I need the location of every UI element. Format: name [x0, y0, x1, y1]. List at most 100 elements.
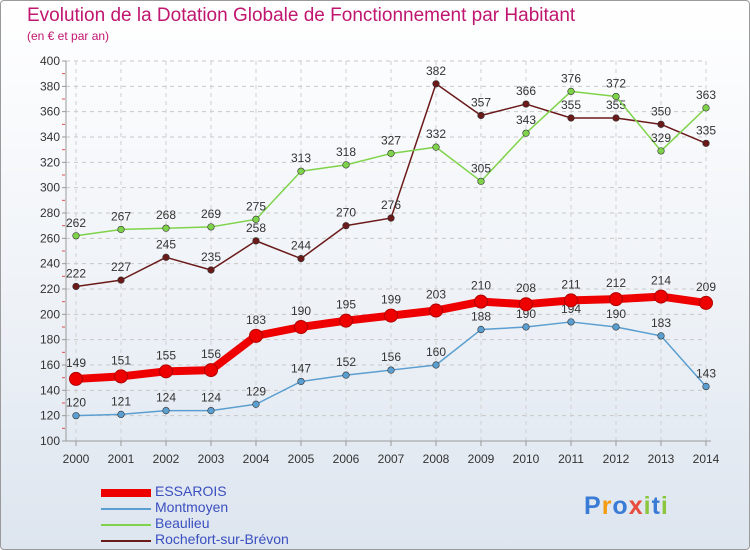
- data-point: [432, 143, 440, 151]
- data-point: [342, 161, 350, 169]
- data-point: [609, 292, 623, 307]
- data-point: [342, 222, 350, 230]
- x-tick-label: 2010: [513, 452, 540, 466]
- data-label: 268: [156, 208, 176, 222]
- data-label: 149: [66, 356, 86, 370]
- data-point: [252, 237, 260, 245]
- data-point: [474, 294, 488, 309]
- data-point: [297, 255, 305, 263]
- data-label: 269: [201, 207, 221, 221]
- data-label: 195: [336, 298, 356, 312]
- data-label: 275: [246, 199, 266, 213]
- data-point: [204, 363, 218, 378]
- data-label: 143: [696, 367, 716, 381]
- y-tick-label: 320: [40, 155, 60, 169]
- data-label: 188: [471, 310, 491, 324]
- data-point: [294, 320, 308, 334]
- data-point: [159, 364, 173, 379]
- data-label: 203: [426, 288, 446, 302]
- legend-swatch: [101, 540, 151, 542]
- data-point: [252, 215, 260, 223]
- data-label: 329: [651, 131, 671, 145]
- data-label: 210: [471, 279, 491, 293]
- data-label: 382: [426, 64, 446, 78]
- data-label: 129: [246, 384, 266, 398]
- data-point: [72, 232, 80, 240]
- data-label: 366: [516, 84, 536, 98]
- data-label: 120: [66, 396, 86, 410]
- data-label: 227: [111, 260, 131, 274]
- data-point: [432, 361, 440, 369]
- y-tick-label: 300: [40, 181, 60, 195]
- y-tick-label: 220: [40, 282, 60, 296]
- data-label: 376: [561, 71, 581, 85]
- data-label: 258: [246, 221, 266, 235]
- x-tick-label: 2012: [603, 452, 630, 466]
- data-label: 313: [291, 151, 311, 165]
- data-label: 235: [201, 250, 221, 264]
- x-tick-label: 2003: [198, 452, 225, 466]
- y-tick-label: 340: [40, 130, 60, 144]
- data-label: 199: [381, 293, 401, 307]
- x-tick-label: 2013: [648, 452, 675, 466]
- data-label: 214: [651, 274, 671, 288]
- data-point: [117, 276, 125, 284]
- y-tick-label: 120: [40, 409, 60, 423]
- x-tick-label: 2006: [333, 452, 360, 466]
- legend-label: Montmoyen: [155, 499, 229, 515]
- data-point: [477, 325, 485, 334]
- x-tick-label: 2008: [423, 452, 450, 466]
- data-label: 190: [606, 307, 626, 321]
- data-label: 270: [336, 206, 356, 220]
- data-point: [522, 129, 530, 137]
- x-tick-label: 2002: [153, 452, 180, 466]
- data-point: [72, 412, 80, 420]
- data-point: [162, 407, 170, 415]
- data-label: 156: [201, 347, 221, 361]
- x-tick-label: 2004: [243, 452, 270, 466]
- x-tick-label: 2007: [378, 452, 405, 466]
- data-point: [477, 177, 485, 185]
- data-label: 190: [516, 307, 536, 321]
- y-tick-label: 240: [40, 257, 60, 271]
- data-label: 183: [246, 313, 266, 327]
- data-point: [657, 120, 665, 128]
- data-label: 183: [651, 316, 671, 330]
- data-label: 332: [426, 127, 446, 141]
- x-tick-label: 2005: [288, 452, 315, 466]
- data-label: 147: [291, 361, 311, 375]
- data-point: [519, 297, 533, 312]
- data-label: 262: [66, 216, 86, 230]
- data-point: [567, 87, 575, 95]
- legend-label: ESSAROIS: [155, 483, 227, 499]
- data-point: [567, 318, 575, 326]
- data-label: 155: [156, 348, 176, 362]
- data-point: [207, 223, 215, 231]
- data-point: [654, 289, 668, 304]
- data-point: [72, 282, 80, 291]
- data-label: 372: [606, 76, 626, 90]
- data-label: 124: [201, 391, 221, 405]
- data-label: 318: [336, 145, 356, 159]
- data-label: 208: [516, 281, 536, 295]
- data-point: [702, 104, 710, 112]
- data-label: 350: [651, 104, 671, 118]
- y-tick-label: 400: [40, 54, 60, 68]
- data-label: 190: [291, 304, 311, 318]
- data-point: [162, 253, 170, 261]
- data-point: [384, 308, 398, 323]
- y-tick-label: 280: [40, 206, 60, 220]
- proxiti-logo: Proxiti: [584, 492, 669, 520]
- data-label: 194: [561, 302, 581, 316]
- data-label: 355: [606, 98, 626, 112]
- data-point: [207, 266, 215, 274]
- y-tick-label: 180: [40, 333, 60, 347]
- data-point: [564, 293, 578, 308]
- data-point: [429, 303, 443, 318]
- data-point: [387, 366, 395, 374]
- data-point: [702, 382, 710, 391]
- data-label: 357: [471, 95, 491, 109]
- data-label: 276: [381, 198, 401, 212]
- data-label: 305: [471, 161, 491, 175]
